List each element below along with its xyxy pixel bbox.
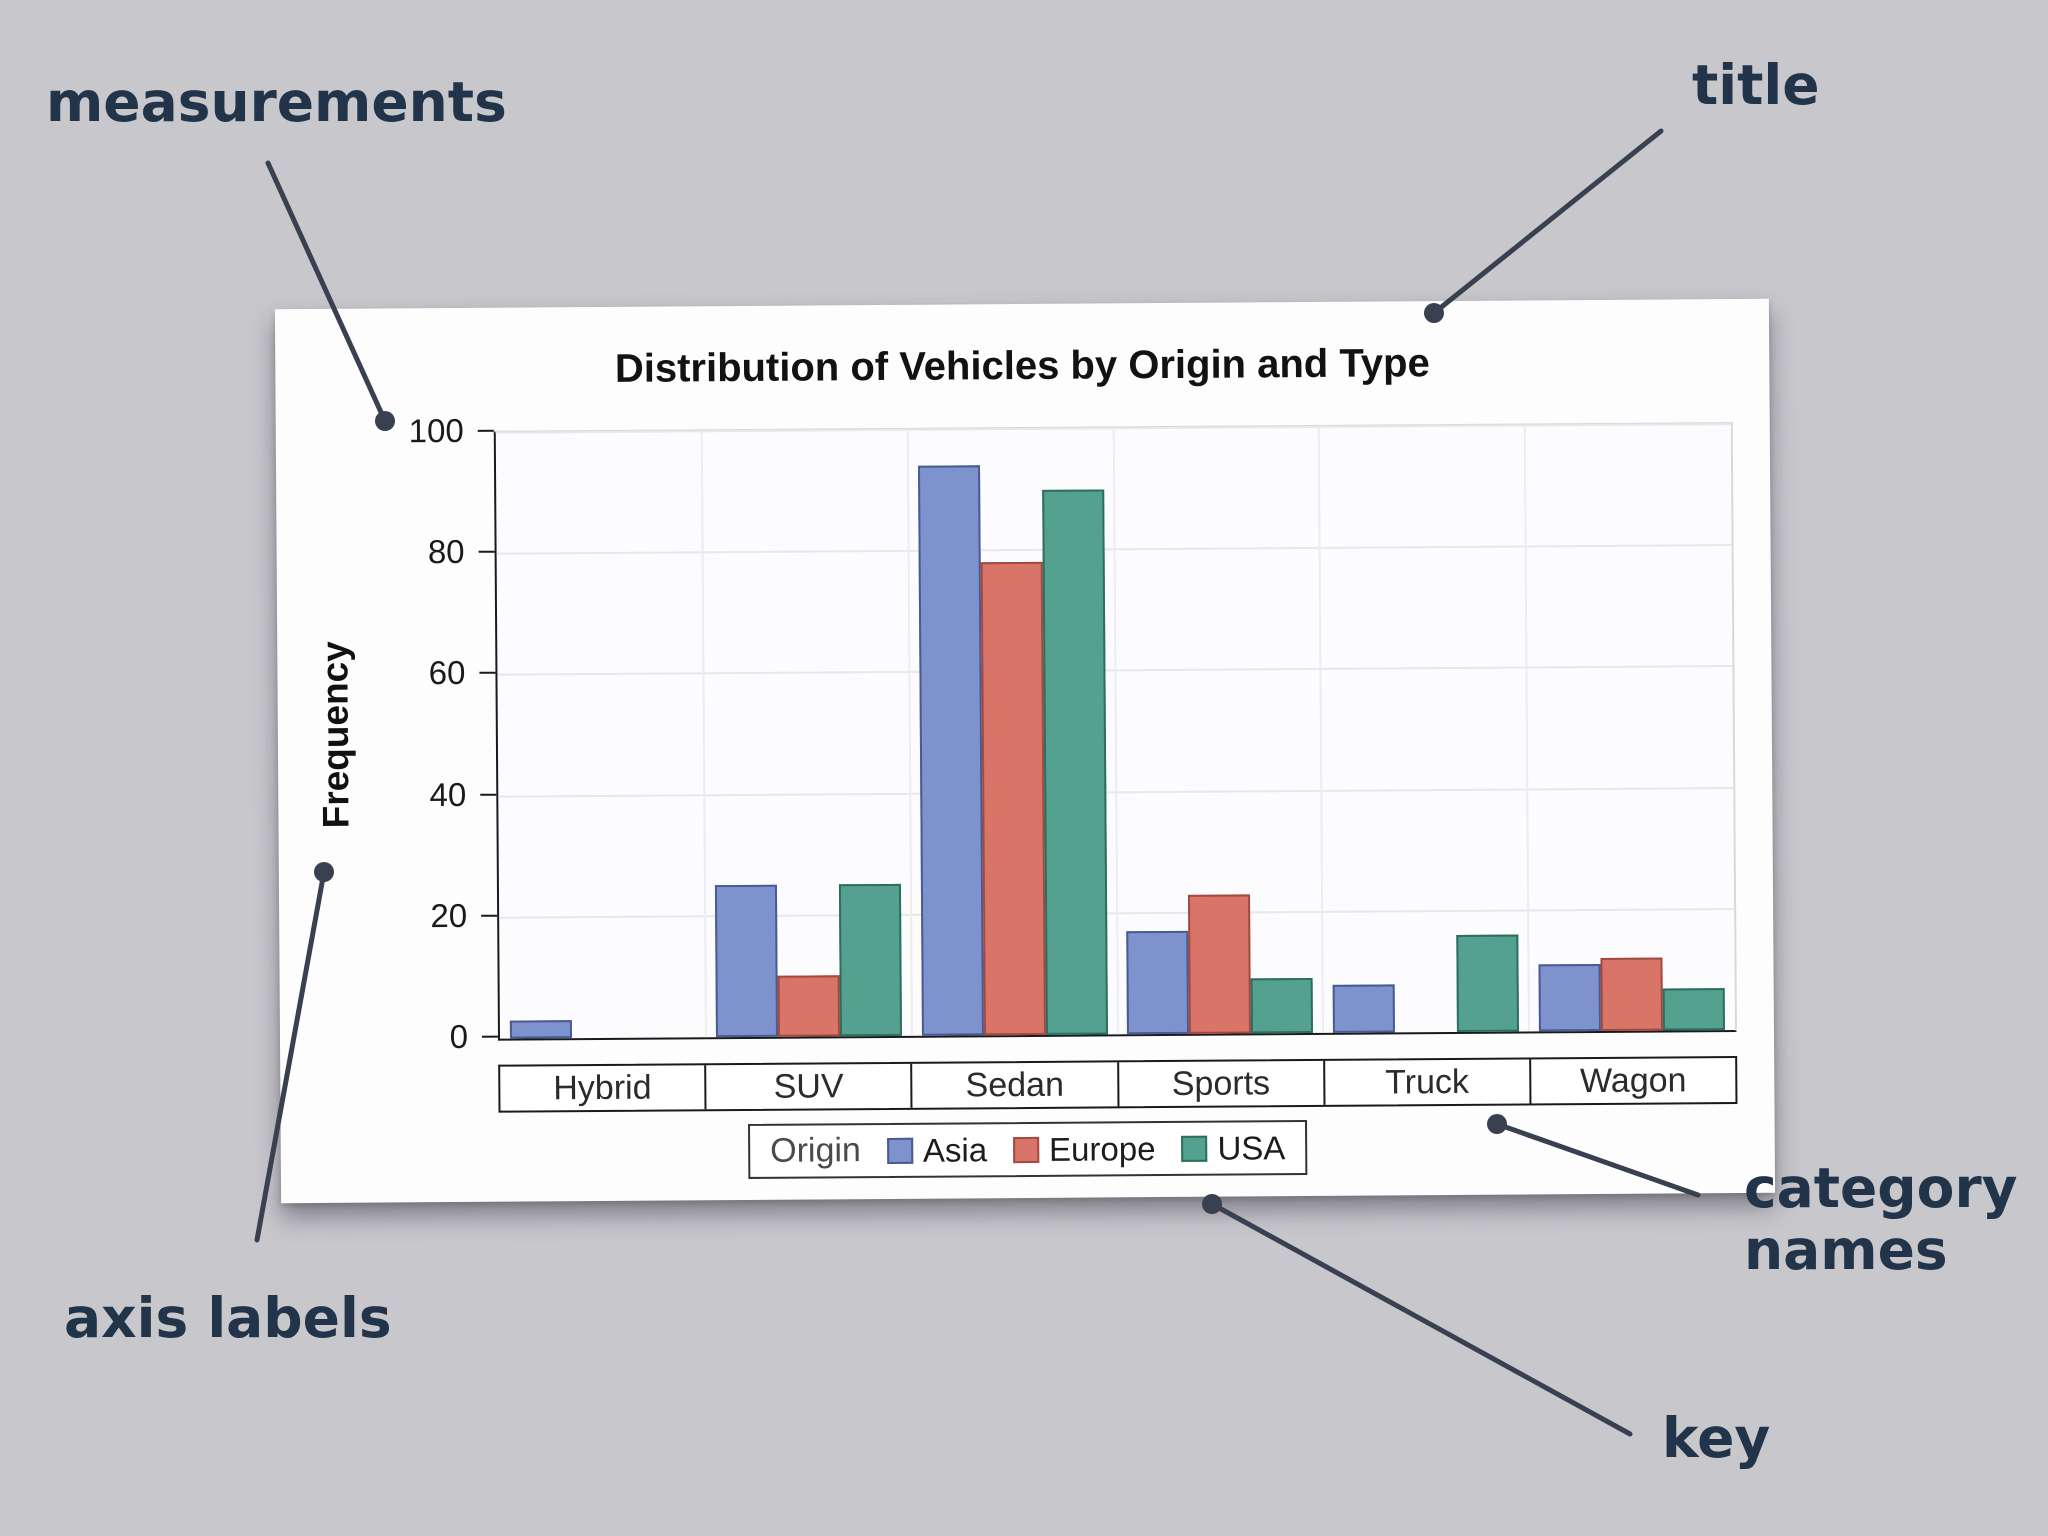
bar-asia-hybrid bbox=[509, 1020, 572, 1039]
y-tick-label-60: 60 bbox=[428, 654, 466, 692]
legend-swatch-usa bbox=[1181, 1135, 1208, 1162]
annotation-key: key bbox=[1662, 1406, 1771, 1470]
bar-asia-truck bbox=[1332, 984, 1396, 1033]
bar-asia-sports bbox=[1126, 930, 1190, 1035]
key-line bbox=[1209, 1201, 1633, 1437]
category-label-suv: SUV bbox=[704, 1063, 911, 1110]
category-label-sports: Sports bbox=[1116, 1060, 1324, 1107]
key-dot bbox=[1202, 1194, 1222, 1214]
v-gridline-1 bbox=[700, 431, 707, 1038]
legend-swatch-europe bbox=[1013, 1136, 1040, 1163]
bar-usa-suv bbox=[838, 883, 902, 1037]
annotation-title: title bbox=[1692, 53, 1820, 117]
bar-asia-wagon bbox=[1538, 963, 1602, 1032]
y-tick-label-100: 100 bbox=[408, 411, 464, 450]
bar-usa-sedan bbox=[1041, 489, 1108, 1035]
y-tick-label-20: 20 bbox=[430, 896, 468, 934]
bar-europe-wagon bbox=[1600, 957, 1664, 1031]
legend-item-asia: Asia bbox=[886, 1130, 988, 1170]
legend-items: Asia Europe USA bbox=[886, 1129, 1286, 1170]
category-label-sedan: Sedan bbox=[910, 1062, 1117, 1108]
bar-europe-sports bbox=[1188, 894, 1252, 1034]
v-gridline-5 bbox=[1523, 425, 1531, 1032]
y-tick-mark-20 bbox=[481, 914, 498, 917]
legend-label-asia: Asia bbox=[922, 1130, 988, 1169]
bar-usa-sports bbox=[1250, 977, 1314, 1034]
y-tick-mark-60 bbox=[479, 672, 496, 675]
legend-swatch-asia bbox=[886, 1137, 913, 1164]
legend-title: Origin bbox=[770, 1131, 862, 1170]
y-tick-label-0: 0 bbox=[449, 1017, 469, 1056]
annotation-measurements: measurements bbox=[46, 70, 507, 134]
y-axis: 0 20 40 60 80 100 bbox=[276, 412, 498, 1055]
bar-usa-wagon bbox=[1662, 988, 1726, 1031]
y-tick-mark-0 bbox=[481, 1035, 498, 1038]
category-label-wagon: Wagon bbox=[1529, 1058, 1736, 1104]
chart-card: Distribution of Vehicles by Origin and T… bbox=[274, 298, 1776, 1204]
legend-label-usa: USA bbox=[1217, 1128, 1286, 1167]
legend-item-usa: USA bbox=[1181, 1129, 1285, 1168]
chart-title: Distribution of Vehicles by Origin and T… bbox=[614, 341, 1430, 391]
y-tick-label-40: 40 bbox=[429, 775, 467, 813]
y-tick-label-80: 80 bbox=[427, 533, 465, 571]
y-tick-mark-40 bbox=[480, 793, 497, 796]
v-gridline-4 bbox=[1318, 426, 1325, 1033]
category-label-hybrid: Hybrid bbox=[553, 1068, 652, 1107]
legend-label-europe: Europe bbox=[1048, 1129, 1156, 1168]
bar-asia-sedan bbox=[917, 465, 984, 1036]
bar-asia-suv bbox=[714, 884, 778, 1038]
bar-europe-suv bbox=[777, 975, 840, 1037]
plot-area bbox=[493, 422, 1737, 1041]
v-gridline-2 bbox=[906, 429, 913, 1036]
y-tick-mark-100 bbox=[477, 429, 494, 432]
y-tick-mark-80 bbox=[478, 550, 495, 553]
v-gridline-3 bbox=[1112, 428, 1119, 1035]
category-axis: Hybrid SUV Sedan Sports Truck Wagon bbox=[498, 1056, 1738, 1113]
bar-usa-truck bbox=[1456, 934, 1520, 1032]
annotation-axis-labels: axis labels bbox=[64, 1286, 392, 1350]
legend: Origin Asia Europe USA bbox=[748, 1120, 1308, 1179]
bar-europe-sedan bbox=[980, 561, 1046, 1036]
legend-item-europe: Europe bbox=[1013, 1130, 1156, 1169]
category-label-truck: Truck bbox=[1322, 1059, 1530, 1105]
annotation-category-names: category names bbox=[1744, 1156, 2018, 1282]
title-line bbox=[1431, 128, 1664, 316]
